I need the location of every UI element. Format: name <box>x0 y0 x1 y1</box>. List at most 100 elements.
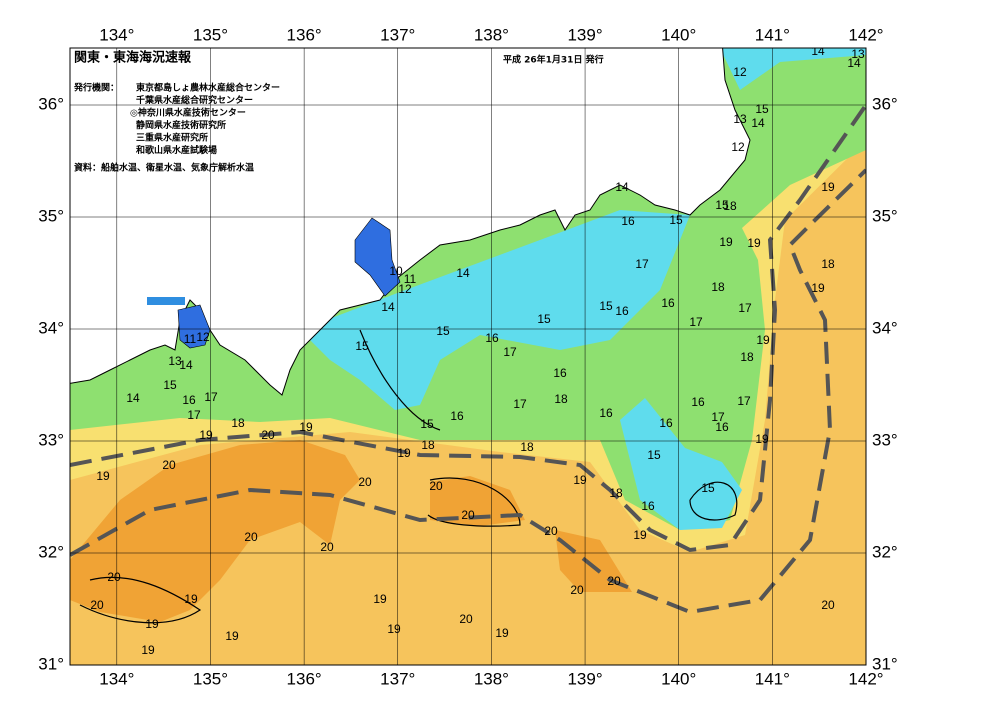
contour-label: 15 <box>755 102 769 116</box>
lat-label: 35° <box>38 206 64 225</box>
contour-label: 16 <box>621 214 635 228</box>
source-note: 資料：船舶水温、衛星水温、気象庁解析水温 <box>74 162 254 174</box>
contour-label: 16 <box>450 409 464 423</box>
contour-label: 13 <box>851 47 865 61</box>
contour-label: 19 <box>225 629 239 643</box>
orange-zone <box>70 440 360 622</box>
contour-label: 19 <box>141 643 155 657</box>
contour-label: 14 <box>847 56 861 70</box>
lat-label: 31° <box>38 654 64 673</box>
contour-label: 19 <box>756 333 770 347</box>
contour-label: 11 <box>404 272 417 286</box>
issuer: 和歌山県水産試験場 <box>135 144 217 156</box>
current-axis <box>70 168 866 615</box>
contour-label: 17 <box>187 408 201 422</box>
contour-label: 13 <box>168 354 182 368</box>
lat-label: 33° <box>872 430 898 449</box>
issuer: 千葉県水産総合研究センター <box>136 94 253 106</box>
contour-label: 11 <box>184 332 197 346</box>
lon-label: 134° <box>99 25 134 44</box>
contour-label: 20 <box>244 530 258 544</box>
contour-label: 17 <box>513 397 527 411</box>
contour-label: 19 <box>747 236 761 250</box>
contour-label: 14 <box>751 116 765 130</box>
strait <box>147 297 185 305</box>
issue-date: 平成 26年1月31日 発行 <box>503 54 604 66</box>
contour-label: 16 <box>615 304 629 318</box>
contour-label: 19 <box>145 617 159 631</box>
contour-label: 19 <box>397 446 411 460</box>
issuer: 静岡県水産技術研究所 <box>136 119 226 131</box>
contour-label: 16 <box>661 296 675 310</box>
lat-label: 36° <box>872 94 898 113</box>
lon-label: 139° <box>567 669 602 688</box>
lon-label: 140° <box>661 669 696 688</box>
land <box>70 48 751 396</box>
lon-label: 134° <box>99 669 134 688</box>
contour-label: 15 <box>420 417 434 431</box>
contour-label: 18 <box>711 280 725 294</box>
contour-label: 20 <box>320 540 334 554</box>
contour-label: 17 <box>737 394 751 408</box>
lat-label: 31° <box>872 654 898 673</box>
lat-label: 35° <box>872 206 898 225</box>
contour-label: 16 <box>659 416 673 430</box>
contour-label: 19 <box>573 473 587 487</box>
contour-label: 20 <box>90 598 104 612</box>
contour-label: 14 <box>811 44 825 58</box>
contour-label: 19 <box>96 469 110 483</box>
lon-label: 136° <box>287 669 322 688</box>
contour-label: 20 <box>570 583 584 597</box>
title: 関東・東海海況速報 <box>74 50 192 66</box>
lat-label: 32° <box>872 542 898 561</box>
contour-label: 16 <box>641 499 655 513</box>
contour-label: 19 <box>373 592 387 606</box>
contour-label: 19 <box>23 22 37 36</box>
lon-label: 141° <box>755 25 790 44</box>
contour-label: 19 <box>755 432 769 446</box>
contour-label: 18 <box>821 257 835 271</box>
cyan-zone <box>720 48 866 90</box>
lon-label: 141° <box>755 669 790 688</box>
contour-label: 18 <box>231 416 245 430</box>
contour-label: 18 <box>609 486 623 500</box>
contour-label: 20 <box>429 479 443 493</box>
contour-label: 20 <box>544 524 558 538</box>
contour-label: 17 <box>738 301 752 315</box>
contour-label: 15 <box>599 299 613 313</box>
contour-label: 18 <box>421 438 435 452</box>
contour-label: 17 <box>689 315 703 329</box>
contour-label: 15 <box>537 312 551 326</box>
contour-label: 20 <box>261 428 275 442</box>
contour-label: 15 <box>355 339 369 353</box>
contour-label: 15 <box>163 378 177 392</box>
contour-label: 12 <box>398 282 412 296</box>
lon-label: 137° <box>380 669 415 688</box>
contour-label: 19 <box>811 281 825 295</box>
contour-label: 20 <box>461 508 475 522</box>
contour-label: 14 <box>381 300 395 314</box>
contour-label: 14 <box>615 180 629 194</box>
osaka-bay <box>177 304 211 349</box>
contour-line <box>79 329 738 624</box>
contour-label: 20 <box>821 598 835 612</box>
lon-label: 140° <box>661 25 696 44</box>
contour-label: 13 <box>733 112 747 126</box>
contour-label: 19 <box>184 592 198 606</box>
contour-label: 12 <box>196 330 210 344</box>
lon-label: 142° <box>848 669 883 688</box>
contour-label: 15 <box>647 448 661 462</box>
contour-label: 12 <box>733 65 747 79</box>
contour-label: 19 <box>719 235 733 249</box>
issuer: 三重県水産研究所 <box>136 132 208 144</box>
contour-label: 18 <box>740 350 754 364</box>
contour-label: 18 <box>723 199 737 213</box>
lon-label: 139° <box>567 25 602 44</box>
orange-zone <box>430 476 525 526</box>
contour-label: 16 <box>691 395 705 409</box>
contour-label: 16 <box>485 331 499 345</box>
contour-label: 16 <box>553 366 567 380</box>
lat-label: 34° <box>38 318 64 337</box>
contour-label: 19 <box>199 428 213 442</box>
contour-label: 16 <box>182 393 196 407</box>
